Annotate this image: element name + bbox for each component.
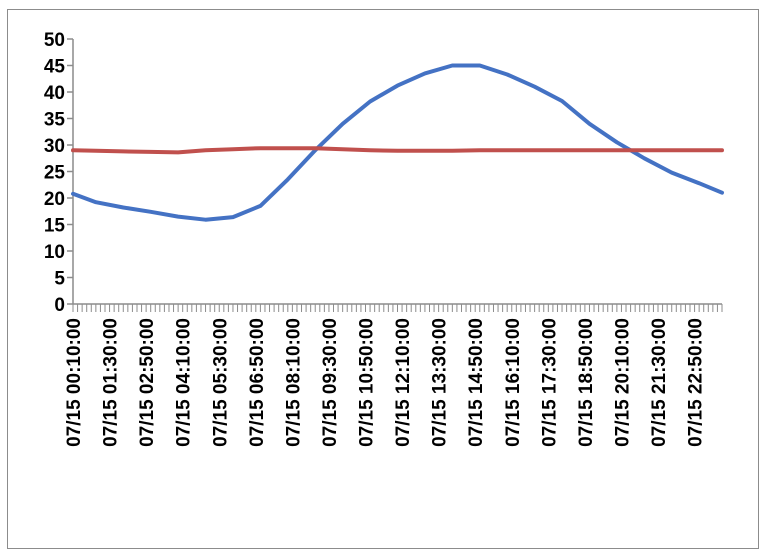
y-tick-label: 10 [44, 242, 65, 263]
y-tick-label: 35 [44, 110, 66, 131]
y-tick-label: 40 [44, 83, 65, 104]
series-line-1 [71, 63, 724, 222]
x-tick-label: 07/15 16:10:00 [503, 318, 524, 447]
y-tick-label: 45 [44, 57, 66, 78]
x-tick-label: 07/15 00:10:00 [64, 318, 85, 447]
x-tick-label: 07/15 05:30:00 [210, 318, 231, 447]
x-tick-label: 07/15 09:30:00 [320, 318, 341, 447]
y-tick-label: 0 [54, 295, 65, 316]
series-line-2 [71, 146, 724, 155]
y-tick-label: 15 [44, 216, 66, 237]
x-tick-label: 07/15 17:30:00 [539, 318, 560, 447]
y-tick-label: 20 [44, 189, 65, 210]
y-axis: 0 5 10 15 20 25 30 35 40 45 50 [44, 30, 74, 316]
x-tick-label: 07/15 01:30:00 [101, 318, 122, 447]
x-tick-label: 07/15 18:50:00 [576, 318, 597, 447]
y-tick-label: 25 [44, 163, 66, 184]
x-tick-label: 07/15 13:30:00 [430, 318, 451, 447]
y-tick-label: 5 [54, 269, 65, 290]
x-tick-label: 07/15 21:30:00 [649, 318, 670, 447]
x-tick-label: 07/15 20:10:00 [612, 318, 633, 447]
x-tick-label: 07/15 14:50:00 [466, 318, 487, 447]
x-axis: 07/15 00:10:00 07/15 01:30:00 07/15 02:50:… [64, 303, 723, 447]
x-tick-label: 07/15 02:50:00 [137, 318, 158, 447]
x-tick-label: 07/15 04:10:00 [174, 318, 195, 447]
series-layer [71, 63, 724, 222]
x-tick-label: 07/15 22:50:00 [686, 318, 707, 447]
x-tick-label: 07/15 10:50:00 [357, 318, 378, 447]
x-tick-label: 07/15 06:50:00 [247, 318, 268, 447]
y-tick-label: 30 [44, 136, 65, 157]
x-tick-label: 07/15 12:10:00 [393, 318, 414, 447]
chart-frame [7, 9, 759, 549]
y-tick-label: 50 [44, 30, 65, 51]
x-tick-label: 07/15 08:10:00 [283, 318, 304, 447]
